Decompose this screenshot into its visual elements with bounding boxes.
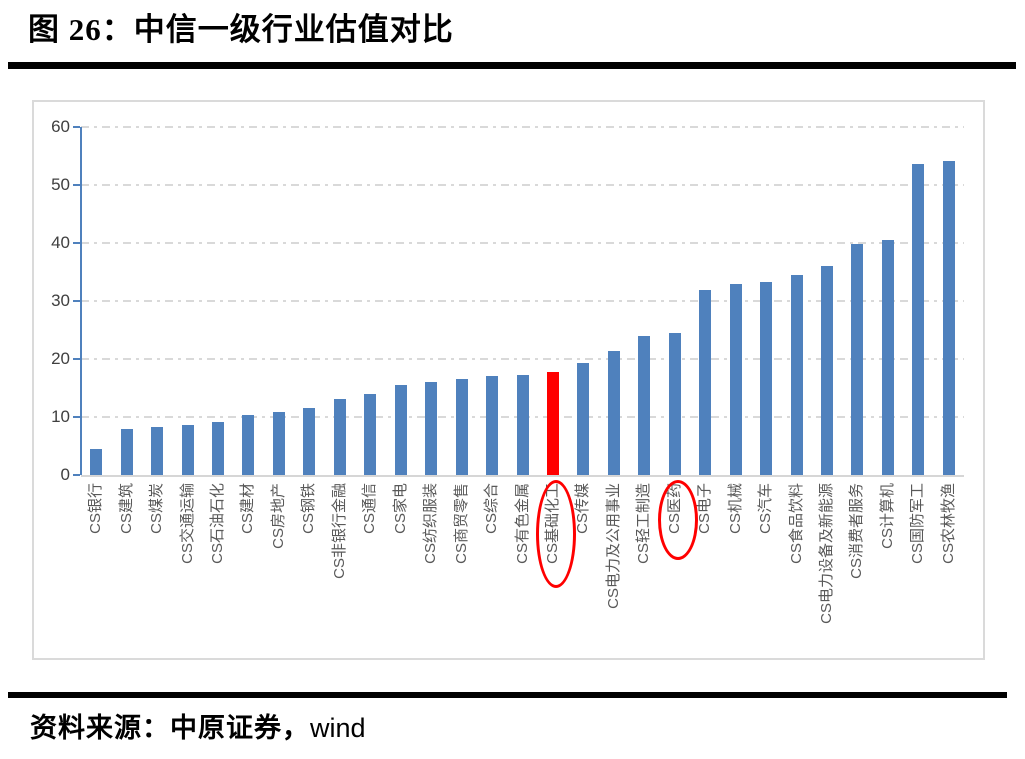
gridline-60 (81, 126, 964, 128)
y-tick-label-20: 20 (51, 349, 70, 368)
bar-CS机械 (730, 284, 742, 475)
x-label-CS计算机: CS计算机 (879, 483, 896, 549)
plot-area: 0 10 20 30 40 50 60 CS银行 CS建筑 CS煤炭 CS交通运输 CS石油石化 CS建… (34, 102, 983, 658)
bar-CS电力及公用事业 (608, 351, 620, 475)
x-label-CS综合: CS综合 (483, 483, 500, 534)
bar-CS非银行金融 (334, 399, 346, 475)
title-separator-line (8, 62, 1016, 69)
bar-CS电力设备及新能源 (821, 266, 833, 475)
bar-CS家电 (395, 385, 407, 475)
x-label-CS非银行金融: CS非银行金融 (331, 483, 348, 579)
source-text: 资料来源：中原证券， (30, 713, 310, 743)
x-label-CS家电: CS家电 (392, 483, 409, 534)
bar-CS建筑 (121, 429, 133, 475)
x-label-CS建筑: CS建筑 (118, 483, 135, 534)
y-tick-60 (73, 126, 80, 128)
x-label-CS纺织服装: CS纺织服装 (422, 483, 439, 564)
bar-CS传媒 (577, 363, 589, 475)
bar-CS房地产 (273, 412, 285, 475)
bar-CS计算机 (882, 240, 894, 475)
y-tick-label-30: 30 (51, 291, 70, 310)
y-tick-label-0: 0 (60, 465, 70, 484)
bar-CS国防军工 (912, 164, 924, 475)
y-tick-50 (73, 184, 80, 186)
gridline-30 (81, 300, 964, 302)
bar-CS食品饮料 (791, 275, 803, 475)
x-label-CS消费者服务: CS消费者服务 (848, 483, 865, 579)
y-tick-label-10: 10 (51, 407, 70, 426)
bar-CS轻工制造 (638, 336, 650, 475)
x-label-CS建材: CS建材 (239, 483, 256, 534)
y-tick-label-60: 60 (51, 117, 70, 136)
bar-CS商贸零售 (456, 379, 468, 475)
x-label-CS传媒: CS传媒 (574, 483, 591, 534)
bar-CS汽车 (760, 282, 772, 475)
bar-CS银行 (90, 449, 102, 475)
x-label-CS电力及公用事业: CS电力及公用事业 (605, 483, 622, 609)
x-label-CS交通运输: CS交通运输 (179, 483, 196, 564)
figure-title: 图 26：中信一级行业估值对比 (28, 12, 454, 47)
bar-CS石油石化 (212, 422, 224, 475)
y-tick-0 (73, 474, 80, 476)
bar-CS纺织服装 (425, 382, 437, 475)
x-label-CS钢铁: CS钢铁 (300, 483, 317, 534)
highlight-circle-CS基础化工 (536, 480, 576, 588)
x-label-CS食品饮料: CS食品饮料 (788, 483, 805, 564)
x-label-CS机械: CS机械 (727, 483, 744, 534)
bar-CS医药 (669, 333, 681, 475)
x-label-CS房地产: CS房地产 (270, 483, 287, 549)
y-axis-line (80, 127, 82, 475)
source-wind-text: wind (310, 713, 366, 743)
bar-CS农林牧渔 (943, 161, 955, 475)
x-label-CS电子: CS电子 (696, 483, 713, 534)
x-label-CS银行: CS银行 (87, 483, 104, 534)
x-label-CS石油石化: CS石油石化 (209, 483, 226, 564)
bar-CS有色金属 (517, 375, 529, 475)
x-label-CS汽车: CS汽车 (757, 483, 774, 534)
x-label-CS通信: CS通信 (361, 483, 378, 534)
bar-CS煤炭 (151, 427, 163, 475)
y-tick-20 (73, 358, 80, 360)
bar-CS建材 (242, 415, 254, 475)
footer-separator-line (8, 692, 1007, 698)
gridline-40 (81, 242, 964, 244)
x-label-CS煤炭: CS煤炭 (148, 483, 165, 534)
y-tick-label-50: 50 (51, 175, 70, 194)
bar-CS电子 (699, 290, 711, 475)
y-tick-10 (73, 416, 80, 418)
bar-CS基础化工 (547, 372, 559, 475)
x-label-CS轻工制造: CS轻工制造 (635, 483, 652, 564)
gridline-20 (81, 358, 964, 360)
bar-CS消费者服务 (851, 244, 863, 475)
x-axis-line (81, 475, 964, 477)
bar-CS通信 (364, 394, 376, 475)
source-caption: 资料来源：中原证券，wind (30, 706, 366, 745)
bar-CS交通运输 (182, 425, 194, 475)
gridline-50 (81, 184, 964, 186)
x-label-CS商贸零售: CS商贸零售 (453, 483, 470, 564)
bar-CS钢铁 (303, 408, 315, 475)
y-tick-40 (73, 242, 80, 244)
bar-chart: 0 10 20 30 40 50 60 CS银行 CS建筑 CS煤炭 CS交通运输 CS石油石化 CS建… (32, 100, 985, 660)
y-tick-30 (73, 300, 80, 302)
x-label-CS有色金属: CS有色金属 (514, 483, 531, 564)
x-label-CS电力设备及新能源: CS电力设备及新能源 (818, 483, 835, 624)
highlight-circle-CS医药 (658, 480, 698, 560)
y-tick-label-40: 40 (51, 233, 70, 252)
x-label-CS农林牧渔: CS农林牧渔 (940, 483, 957, 564)
bar-CS综合 (486, 376, 498, 475)
x-label-CS国防军工: CS国防军工 (909, 483, 926, 564)
